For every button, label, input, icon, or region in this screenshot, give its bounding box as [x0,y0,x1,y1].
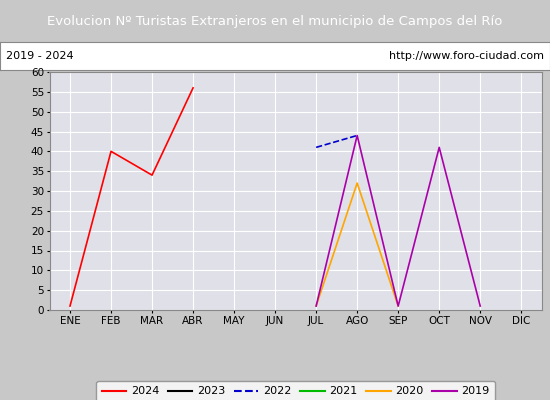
Legend: 2024, 2023, 2022, 2021, 2020, 2019: 2024, 2023, 2022, 2021, 2020, 2019 [96,381,495,400]
Text: Evolucion Nº Turistas Extranjeros en el municipio de Campos del Río: Evolucion Nº Turistas Extranjeros en el … [47,14,503,28]
Text: 2019 - 2024: 2019 - 2024 [6,51,73,61]
Text: http://www.foro-ciudad.com: http://www.foro-ciudad.com [389,51,544,61]
